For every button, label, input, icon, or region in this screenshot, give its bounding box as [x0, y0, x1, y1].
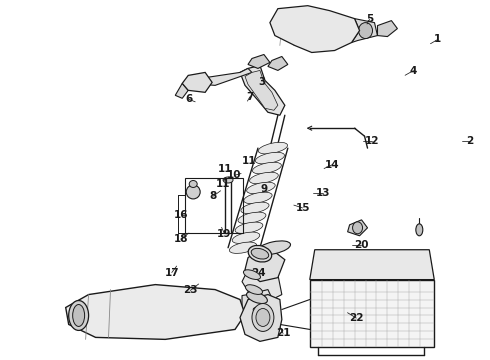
Polygon shape: [200, 68, 252, 85]
Ellipse shape: [186, 185, 200, 199]
Text: 13: 13: [316, 188, 330, 198]
Ellipse shape: [73, 305, 85, 327]
Ellipse shape: [232, 232, 260, 243]
Polygon shape: [242, 265, 282, 302]
Ellipse shape: [342, 26, 347, 31]
Text: 20: 20: [354, 239, 368, 249]
Text: 7: 7: [246, 92, 253, 102]
Ellipse shape: [248, 246, 271, 262]
Polygon shape: [182, 72, 212, 92]
Ellipse shape: [353, 222, 363, 234]
Polygon shape: [242, 289, 275, 319]
Text: 5: 5: [366, 14, 373, 24]
Ellipse shape: [251, 248, 269, 259]
Polygon shape: [175, 84, 188, 98]
Text: 15: 15: [295, 203, 310, 213]
Text: 17: 17: [165, 267, 179, 278]
Ellipse shape: [190, 75, 204, 90]
Ellipse shape: [249, 172, 278, 184]
Ellipse shape: [258, 142, 288, 154]
Text: 6: 6: [185, 94, 193, 104]
Text: 8: 8: [210, 191, 217, 201]
Ellipse shape: [359, 23, 372, 39]
Ellipse shape: [287, 26, 293, 32]
Text: 9: 9: [261, 184, 268, 194]
Text: 4: 4: [410, 66, 417, 76]
Ellipse shape: [416, 224, 423, 236]
Ellipse shape: [252, 162, 281, 174]
Polygon shape: [377, 21, 397, 37]
Polygon shape: [270, 6, 360, 53]
Ellipse shape: [244, 270, 261, 279]
Text: 11: 11: [216, 179, 230, 189]
Bar: [310, 280, 434, 347]
Ellipse shape: [255, 321, 269, 328]
Polygon shape: [245, 250, 285, 282]
Polygon shape: [245, 71, 278, 110]
Ellipse shape: [229, 242, 257, 253]
Text: 10: 10: [227, 170, 242, 180]
Polygon shape: [347, 220, 368, 236]
Text: 11: 11: [242, 156, 256, 166]
Text: 12: 12: [365, 136, 379, 145]
Text: 3: 3: [258, 77, 266, 87]
Text: 14: 14: [324, 160, 339, 170]
Polygon shape: [240, 66, 285, 115]
Text: 16: 16: [174, 210, 189, 220]
Ellipse shape: [241, 202, 269, 213]
Ellipse shape: [238, 212, 266, 224]
Bar: [185, 178, 243, 233]
Text: 11: 11: [218, 163, 233, 174]
Ellipse shape: [253, 307, 270, 316]
Text: 18: 18: [173, 234, 188, 244]
Ellipse shape: [246, 182, 275, 194]
Ellipse shape: [245, 285, 263, 294]
Ellipse shape: [246, 292, 268, 303]
Ellipse shape: [255, 152, 285, 164]
Ellipse shape: [189, 180, 197, 188]
Text: 2: 2: [466, 136, 473, 145]
Text: 23: 23: [183, 285, 197, 296]
Text: 19: 19: [217, 229, 232, 239]
Text: 1: 1: [434, 35, 441, 44]
Ellipse shape: [235, 222, 263, 234]
Ellipse shape: [252, 303, 274, 332]
Ellipse shape: [244, 192, 272, 204]
Polygon shape: [310, 250, 434, 280]
Ellipse shape: [223, 177, 233, 183]
Ellipse shape: [256, 309, 270, 327]
Polygon shape: [352, 19, 377, 42]
Polygon shape: [66, 285, 245, 339]
Text: 24: 24: [251, 267, 266, 278]
Ellipse shape: [69, 301, 89, 330]
Polygon shape: [240, 294, 282, 341]
Text: 22: 22: [349, 313, 364, 323]
Text: 21: 21: [276, 328, 290, 338]
Ellipse shape: [382, 24, 389, 33]
Ellipse shape: [257, 241, 291, 255]
Polygon shape: [248, 54, 270, 68]
Polygon shape: [268, 57, 288, 71]
